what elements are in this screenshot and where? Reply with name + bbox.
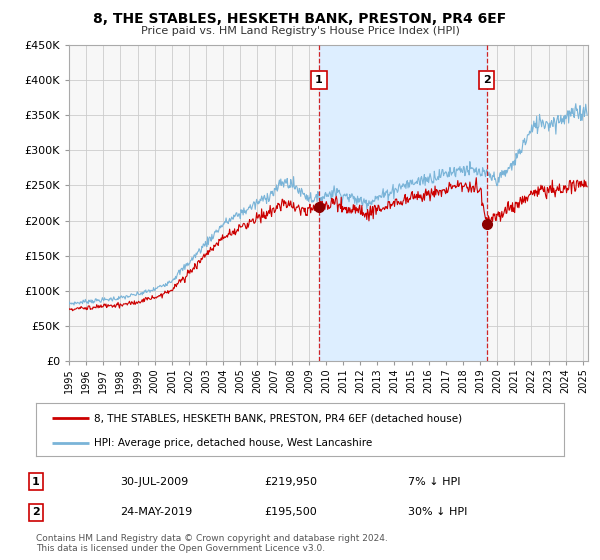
Bar — [319, 45, 487, 361]
Text: 1: 1 — [315, 75, 323, 85]
Text: 30% ↓ HPI: 30% ↓ HPI — [408, 507, 467, 517]
Text: 2: 2 — [32, 507, 40, 517]
Text: HPI: Average price, detached house, West Lancashire: HPI: Average price, detached house, West… — [94, 437, 373, 447]
Text: £195,500: £195,500 — [264, 507, 317, 517]
Text: 8, THE STABLES, HESKETH BANK, PRESTON, PR4 6EF (detached house): 8, THE STABLES, HESKETH BANK, PRESTON, P… — [94, 413, 462, 423]
Text: 2: 2 — [483, 75, 490, 85]
Text: 8, THE STABLES, HESKETH BANK, PRESTON, PR4 6EF: 8, THE STABLES, HESKETH BANK, PRESTON, P… — [94, 12, 506, 26]
Text: Contains HM Land Registry data © Crown copyright and database right 2024.
This d: Contains HM Land Registry data © Crown c… — [36, 534, 388, 553]
Text: 24-MAY-2019: 24-MAY-2019 — [120, 507, 192, 517]
Text: 1: 1 — [32, 477, 40, 487]
Text: 7% ↓ HPI: 7% ↓ HPI — [408, 477, 461, 487]
Text: 30-JUL-2009: 30-JUL-2009 — [120, 477, 188, 487]
Text: £219,950: £219,950 — [264, 477, 317, 487]
Text: Price paid vs. HM Land Registry's House Price Index (HPI): Price paid vs. HM Land Registry's House … — [140, 26, 460, 36]
